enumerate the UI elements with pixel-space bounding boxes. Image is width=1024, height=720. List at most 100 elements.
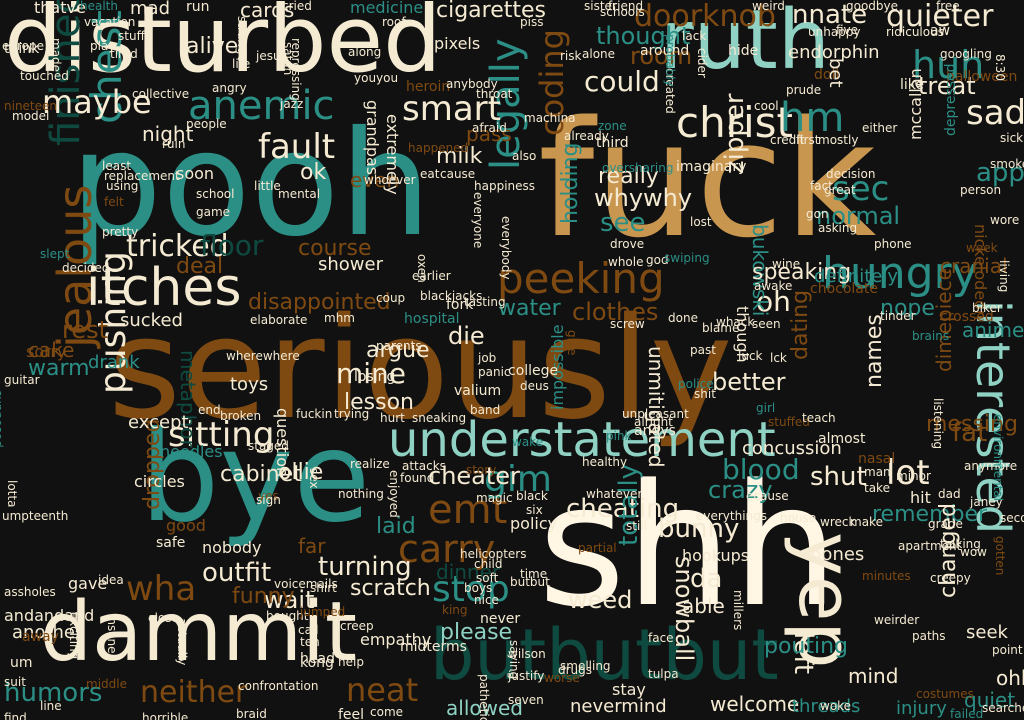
word-mccallan: mccallan: [906, 68, 925, 140]
word-empathy: empathy: [360, 630, 432, 649]
word-sitting: sitting: [168, 415, 275, 455]
word-felt: felt: [104, 195, 124, 209]
word-ohh: ohh: [996, 666, 1024, 690]
word-wherewhere: wherewhere: [226, 349, 300, 363]
word-ruth: ruth: [660, 0, 830, 88]
word-heroin: heroin: [406, 79, 451, 95]
word-mine: mine: [336, 357, 407, 390]
word-hurt: hurt: [380, 411, 405, 425]
word-still: still: [626, 519, 647, 533]
word-deus: deus: [520, 379, 549, 393]
word-maybe: maybe: [42, 83, 152, 121]
word-lesson: lesson: [344, 390, 414, 415]
word-shit: shit: [694, 387, 716, 401]
word-really: really: [598, 164, 659, 189]
word-roof: roof: [382, 15, 406, 29]
word-wreck: wreck: [820, 515, 856, 529]
word-braid: braid: [236, 707, 267, 720]
word-living: living: [997, 260, 1011, 293]
word-past: past: [690, 343, 716, 357]
word-justify: justify: [508, 669, 545, 683]
word-never: never: [480, 611, 521, 627]
word-seen: seen: [752, 317, 781, 331]
word-cigarettes: cigarettes: [436, 0, 546, 23]
word-see: see: [600, 208, 646, 238]
word-black: black: [516, 489, 548, 503]
word-dad: dad: [938, 487, 961, 501]
word-suit: suit: [4, 675, 26, 689]
word-good: good: [166, 516, 206, 535]
word-cabinet: cabinet: [220, 462, 302, 487]
word-mhm: mhm: [324, 311, 355, 325]
word-doorknob: doorknob: [634, 0, 776, 34]
word-chocolate: chocolate: [810, 281, 878, 297]
word-creepy: creepy: [930, 571, 971, 585]
word-close: close: [148, 611, 179, 625]
word-midterms: midterms: [400, 639, 467, 655]
word-bunny: bunny: [658, 514, 740, 544]
word-least: least: [102, 159, 132, 173]
word-unpleasant: unpleasant: [622, 407, 689, 421]
word-millers: millers: [731, 590, 745, 631]
word-staged: staged: [248, 439, 289, 453]
word-far: far: [298, 534, 326, 558]
word-angry: angry: [212, 81, 247, 95]
word-shh: shh: [538, 448, 839, 644]
word-healthy: healthy: [582, 455, 628, 469]
word-lot: lot: [886, 453, 930, 493]
word-along: along: [348, 45, 382, 59]
word-sister: sister: [584, 0, 617, 13]
word-argue: argue: [366, 338, 430, 363]
word-girl: girl: [756, 401, 776, 415]
word-lck: lck: [770, 351, 787, 365]
word-cranial: cranial: [940, 254, 1008, 278]
word-humors: humors: [4, 678, 103, 708]
word-luck: luck: [738, 349, 763, 363]
word-quiet: quiet: [964, 688, 1016, 712]
word-stop: stop: [432, 569, 510, 610]
word-wore: wore: [990, 213, 1020, 227]
word-lost: lost: [690, 215, 712, 229]
word-repressing: repressing: [289, 38, 303, 101]
word-dinner: dinner: [436, 560, 501, 584]
word-talking: talking: [940, 537, 981, 551]
word-ridiculous: ridiculous: [886, 25, 944, 39]
word-earlier: earlier: [412, 269, 451, 283]
word-creep: creep: [340, 619, 374, 633]
word-either: either: [862, 121, 898, 135]
word-costumes: costumes: [916, 687, 974, 701]
word-fault: fault: [258, 127, 336, 167]
word-pretty: pretty: [102, 225, 139, 239]
word-mind: mind: [848, 664, 899, 688]
word-nasal: nasal: [858, 451, 896, 467]
word-asking: asking: [818, 221, 858, 235]
word-searched: searched: [982, 701, 1024, 715]
word-cheating: cheating: [566, 494, 680, 524]
word-made: made: [49, 38, 63, 73]
word-needles: needles: [160, 442, 223, 461]
word-brains: brains: [912, 329, 950, 343]
word-teach: teach: [802, 411, 836, 425]
word-sad: sad: [966, 93, 1024, 133]
word-thatve: thatve: [34, 0, 86, 17]
word-slept: slept: [40, 247, 70, 261]
word-realize: realize: [350, 457, 390, 471]
word-smokes: smokes: [990, 157, 1024, 171]
word-band: band: [470, 403, 501, 417]
word-drugs: drugs: [558, 663, 593, 677]
word-alone: alone: [582, 47, 616, 61]
word-kong: kong: [300, 655, 334, 671]
word-dating: dating: [788, 289, 813, 360]
word-free: free: [936, 0, 960, 13]
word-stay: stay: [612, 680, 646, 699]
word-biker: biker: [972, 301, 1002, 315]
word-enjoyed: enjoyed: [387, 470, 401, 518]
word-lack: lack: [682, 29, 707, 43]
word-seven: seven: [508, 693, 544, 707]
word-gotten: gotten: [993, 536, 1007, 576]
word-insane: insane: [105, 614, 119, 654]
word-sick: sick: [1000, 131, 1024, 145]
word-thought: thought: [596, 22, 691, 50]
word-five: five: [836, 23, 859, 37]
word-crossed: crossed: [940, 309, 994, 325]
